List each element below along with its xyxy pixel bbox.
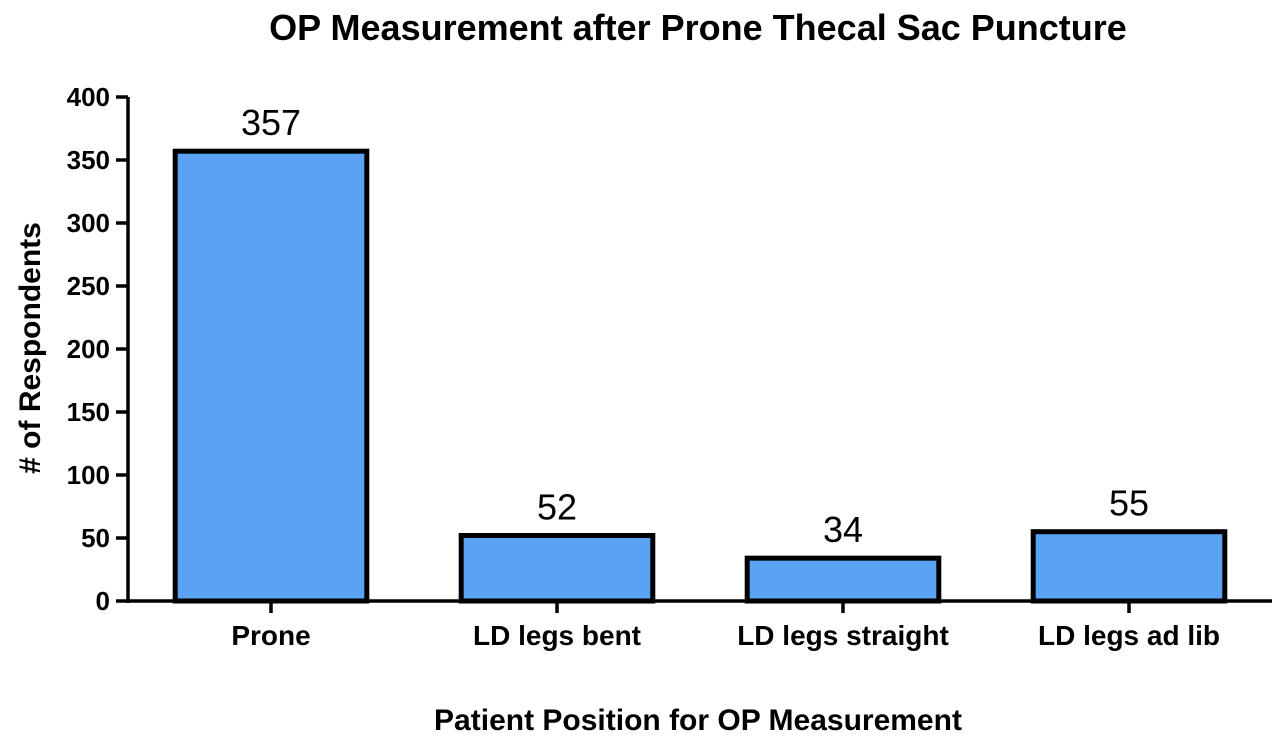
bar: [744, 555, 942, 604]
chart-title: OP Measurement after Prone Thecal Sac Pu…: [269, 7, 1127, 48]
y-tick-label: 50: [81, 523, 110, 553]
y-tick-label: 400: [67, 82, 110, 112]
x-tick-label: LD legs straight: [737, 620, 949, 651]
x-tick-label: LD legs bent: [473, 620, 641, 651]
data-label: 52: [537, 486, 577, 527]
bar: [172, 148, 370, 604]
y-tick-label: 250: [67, 271, 110, 301]
data-label: 34: [823, 509, 863, 550]
x-axis-title: Patient Position for OP Measurement: [434, 704, 962, 737]
x-tick-label: LD legs ad lib: [1038, 620, 1220, 651]
bar: [458, 532, 656, 604]
y-axis: 0 50 100 150 200 250 300 350 400: [67, 82, 130, 616]
x-axis: Prone LD legs bent LD legs straight LD legs…: [126, 599, 1272, 651]
data-label: 55: [1109, 483, 1149, 524]
y-tick-label: 300: [67, 208, 110, 238]
y-tick-label: 350: [67, 145, 110, 175]
y-tick-label: 0: [96, 586, 110, 616]
y-tick-label: 150: [67, 397, 110, 427]
data-labels: 357 52 34 55: [241, 102, 1149, 550]
bar: [1030, 529, 1228, 604]
bars: [172, 148, 1228, 604]
data-label: 357: [241, 102, 301, 143]
y-tick-label: 200: [67, 334, 110, 364]
y-tick-label: 100: [67, 460, 110, 490]
x-tick-label: Prone: [231, 620, 310, 651]
y-axis-title: # of Respondents: [14, 222, 47, 474]
